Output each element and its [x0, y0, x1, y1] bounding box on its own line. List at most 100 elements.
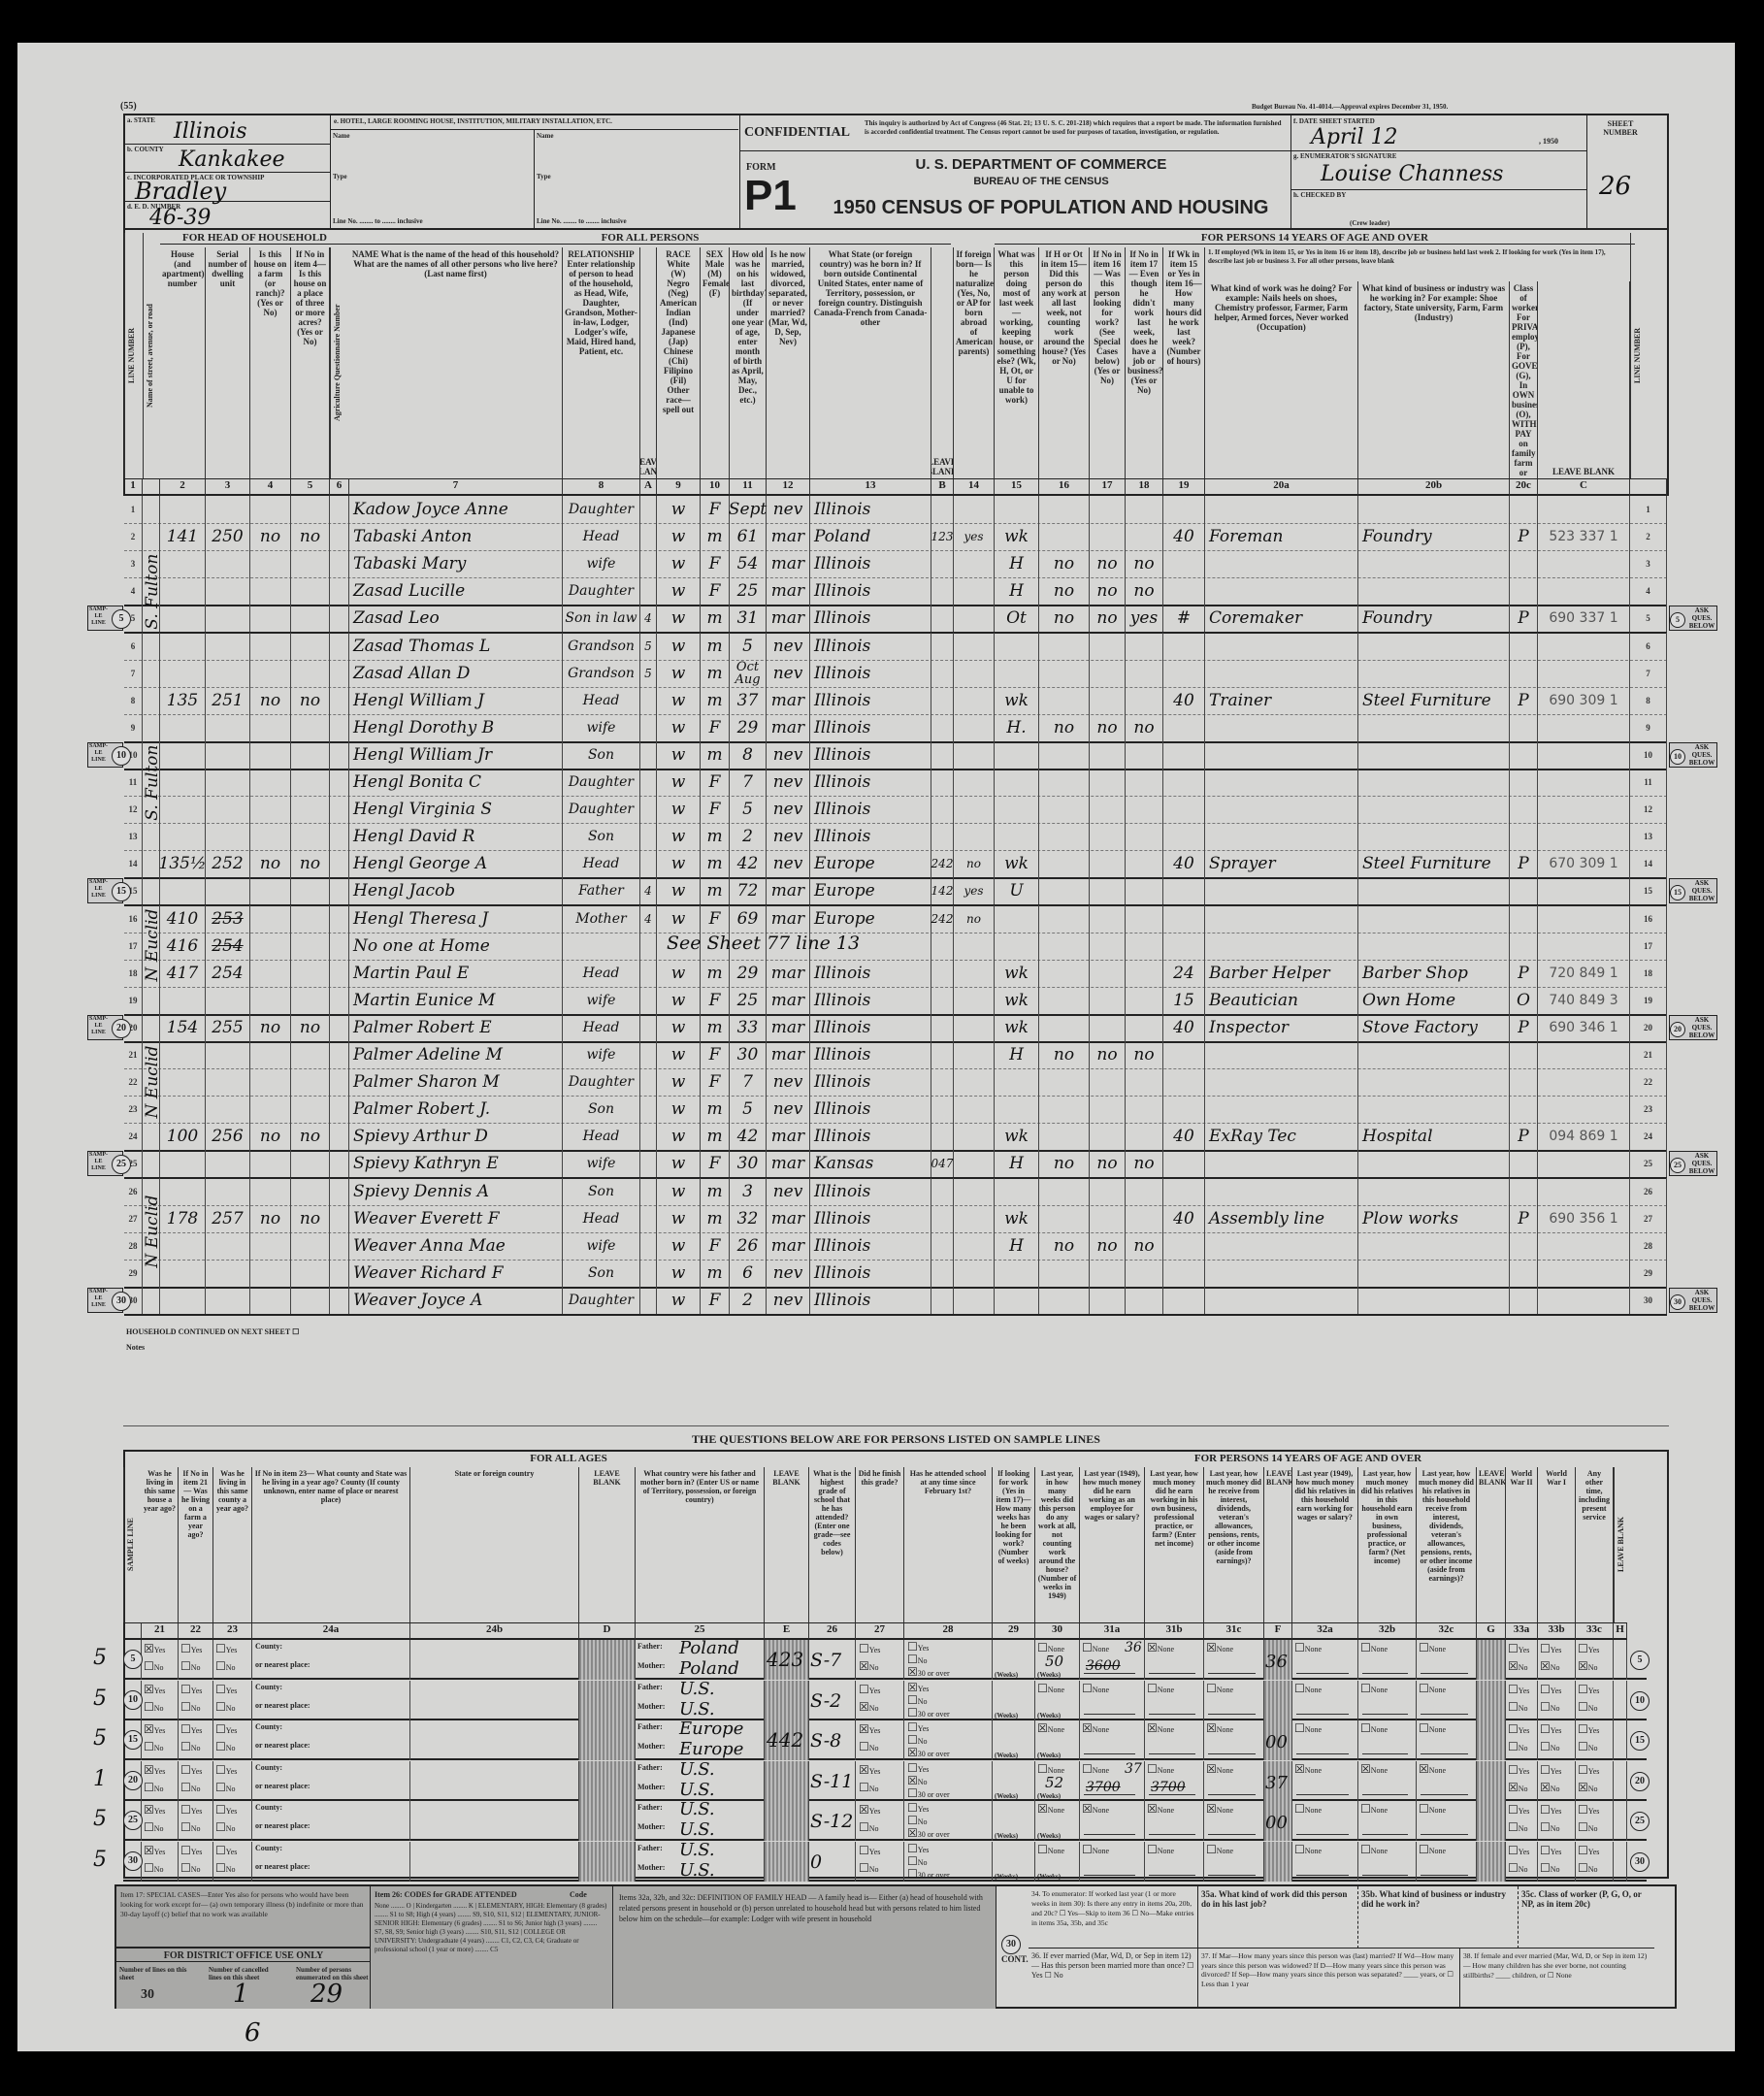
q21-yes-box[interactable]: ☒ — [144, 1843, 154, 1857]
finished-no[interactable]: ☐No — [859, 1781, 879, 1795]
other-service-no-box[interactable]: ☐ — [1578, 1740, 1588, 1753]
other-service-no-box[interactable]: ☒ — [1578, 1780, 1588, 1794]
ww1-no-box[interactable]: ☐ — [1540, 1820, 1551, 1834]
finished-no-box[interactable]: ☒ — [859, 1699, 869, 1714]
q23-yes[interactable]: ☐Yes — [215, 1722, 237, 1737]
other-none-box[interactable]: ☒ — [1206, 1761, 1217, 1776]
ww1-yes[interactable]: ☐Yes — [1540, 1683, 1561, 1697]
q23-yes-box[interactable]: ☐ — [215, 1722, 226, 1736]
weeks-worked-none[interactable]: ☐None — [1037, 1682, 1064, 1696]
other-service-yes-box[interactable]: ☐ — [1578, 1803, 1588, 1817]
other-none-box[interactable]: ☐ — [1206, 1681, 1217, 1695]
q21-yes-box[interactable]: ☒ — [144, 1642, 154, 1655]
q22-yes-box[interactable]: ☐ — [180, 1722, 191, 1736]
rel-wages-none-box[interactable]: ☐ — [1294, 1721, 1305, 1735]
q23-no-box[interactable]: ☐ — [215, 1699, 226, 1714]
wages-none-box[interactable]: ☐ — [1082, 1641, 1093, 1654]
notes-area[interactable] — [123, 1354, 1669, 1426]
ww2-yes-box[interactable]: ☐ — [1508, 1762, 1519, 1777]
ww1-no-box[interactable]: ☐ — [1540, 1740, 1551, 1753]
business-none-box[interactable]: ☐ — [1147, 1761, 1158, 1776]
q23-yes-box[interactable]: ☐ — [215, 1642, 226, 1655]
ww1-no-box[interactable]: ☒ — [1540, 1780, 1551, 1794]
finished-no-box[interactable]: ☐ — [859, 1820, 869, 1834]
finished-yes-box[interactable]: ☒ — [859, 1803, 869, 1817]
other-service-no[interactable]: ☒No — [1578, 1781, 1598, 1795]
q22-no-box[interactable]: ☐ — [180, 1699, 191, 1714]
attending-no[interactable]: ☐No — [907, 1814, 928, 1828]
q21-yes[interactable]: ☒Yes — [144, 1803, 165, 1818]
rel-business-none-box[interactable]: ☐ — [1360, 1842, 1371, 1856]
rel-other-none[interactable]: ☐None — [1419, 1843, 1446, 1857]
ww2-no-box[interactable]: ☒ — [1508, 1659, 1519, 1673]
ww1-yes-box[interactable]: ☐ — [1540, 1642, 1551, 1655]
rel-business-none[interactable]: ☐None — [1360, 1682, 1388, 1696]
q21-yes-box[interactable]: ☒ — [144, 1682, 154, 1696]
business-none[interactable]: ☐None — [1147, 1843, 1174, 1857]
other-service-yes[interactable]: ☐Yes — [1578, 1722, 1599, 1737]
attending-yes[interactable]: ☐Yes — [907, 1761, 929, 1776]
q23-yes-box[interactable]: ☐ — [215, 1762, 226, 1777]
rel-business-none-box[interactable]: ☐ — [1360, 1802, 1371, 1816]
rel-wages-none[interactable]: ☐None — [1294, 1682, 1322, 1696]
rel-wages-none-box[interactable]: ☐ — [1294, 1641, 1305, 1654]
ww2-yes-box[interactable]: ☐ — [1508, 1803, 1519, 1817]
ww1-yes-box[interactable]: ☐ — [1540, 1803, 1551, 1817]
ww2-yes[interactable]: ☐Yes — [1508, 1803, 1529, 1818]
other-none[interactable]: ☒None — [1206, 1802, 1233, 1817]
attending-30-or-over-box[interactable]: ☐ — [907, 1705, 918, 1719]
ww2-yes-box[interactable]: ☐ — [1508, 1682, 1519, 1696]
rel-business-none[interactable]: ☐None — [1360, 1641, 1388, 1655]
wages-none-box[interactable]: ☐ — [1082, 1842, 1093, 1856]
attending-yes[interactable]: ☐Yes — [907, 1801, 929, 1816]
ww2-no-box[interactable]: ☐ — [1508, 1820, 1519, 1834]
q23-no-box[interactable]: ☐ — [215, 1780, 226, 1794]
q23-no[interactable]: ☐No — [215, 1781, 236, 1795]
business-none-box[interactable]: ☒ — [1147, 1721, 1158, 1735]
other-service-yes-box[interactable]: ☐ — [1578, 1762, 1588, 1777]
q21-yes[interactable]: ☒Yes — [144, 1683, 165, 1697]
q23-yes[interactable]: ☐Yes — [215, 1763, 237, 1778]
q22-no[interactable]: ☐No — [180, 1659, 201, 1674]
rel-wages-none-box[interactable]: ☐ — [1294, 1681, 1305, 1695]
ww1-no-box[interactable]: ☐ — [1540, 1860, 1551, 1875]
other-none[interactable]: ☒None — [1206, 1641, 1233, 1655]
q23-no-box[interactable]: ☐ — [215, 1860, 226, 1875]
finished-yes[interactable]: ☐Yes — [859, 1642, 880, 1656]
ww2-yes-box[interactable]: ☐ — [1508, 1722, 1519, 1736]
wages-none-box[interactable]: ☐ — [1082, 1761, 1093, 1776]
rel-business-none-box[interactable]: ☐ — [1360, 1641, 1371, 1654]
ww1-yes[interactable]: ☐Yes — [1540, 1803, 1561, 1818]
weeks-worked-none[interactable]: ☐None — [1037, 1762, 1064, 1777]
attending-no[interactable]: ☐No — [907, 1653, 928, 1667]
attending-yes[interactable]: ☐Yes — [907, 1640, 929, 1654]
finished-yes-box[interactable]: ☐ — [859, 1843, 869, 1857]
attending-no-box[interactable]: ☐ — [907, 1692, 918, 1707]
other-service-no[interactable]: ☐No — [1578, 1861, 1598, 1876]
attending-no-box[interactable]: ☐ — [907, 1653, 918, 1666]
attending-30-or-over[interactable]: ☒30 or over — [907, 1746, 950, 1760]
q23-yes[interactable]: ☐Yes — [215, 1803, 237, 1818]
finished-yes[interactable]: ☒Yes — [859, 1763, 880, 1778]
rel-other-none-box[interactable]: ☐ — [1419, 1802, 1429, 1816]
rel-other-none[interactable]: ☐None — [1419, 1682, 1446, 1696]
q21-yes-box[interactable]: ☒ — [144, 1803, 154, 1817]
weeks-worked-none-box[interactable]: ☐ — [1037, 1761, 1048, 1776]
ww2-yes-box[interactable]: ☐ — [1508, 1843, 1519, 1857]
q22-yes-box[interactable]: ☐ — [180, 1762, 191, 1777]
q23-no-box[interactable]: ☐ — [215, 1820, 226, 1834]
business-none-box[interactable]: ☐ — [1147, 1842, 1158, 1856]
rel-other-none-box[interactable]: ☐ — [1419, 1842, 1429, 1856]
rel-other-none-box[interactable]: ☒ — [1419, 1761, 1429, 1776]
business-none[interactable]: ☒None — [1147, 1641, 1174, 1655]
other-service-no[interactable]: ☐No — [1578, 1740, 1598, 1754]
other-none-box[interactable]: ☐ — [1206, 1842, 1217, 1856]
attending-yes[interactable]: ☐Yes — [907, 1842, 929, 1856]
q21-no[interactable]: ☐No — [144, 1861, 164, 1876]
ww1-no[interactable]: ☒No — [1540, 1781, 1560, 1795]
attending-yes-box[interactable]: ☐ — [907, 1640, 918, 1654]
other-none-box[interactable]: ☒ — [1206, 1802, 1217, 1816]
finished-no[interactable]: ☐No — [859, 1740, 879, 1754]
ww1-yes-box[interactable]: ☐ — [1540, 1682, 1551, 1696]
attending-30-or-over-box[interactable]: ☐ — [907, 1785, 918, 1800]
